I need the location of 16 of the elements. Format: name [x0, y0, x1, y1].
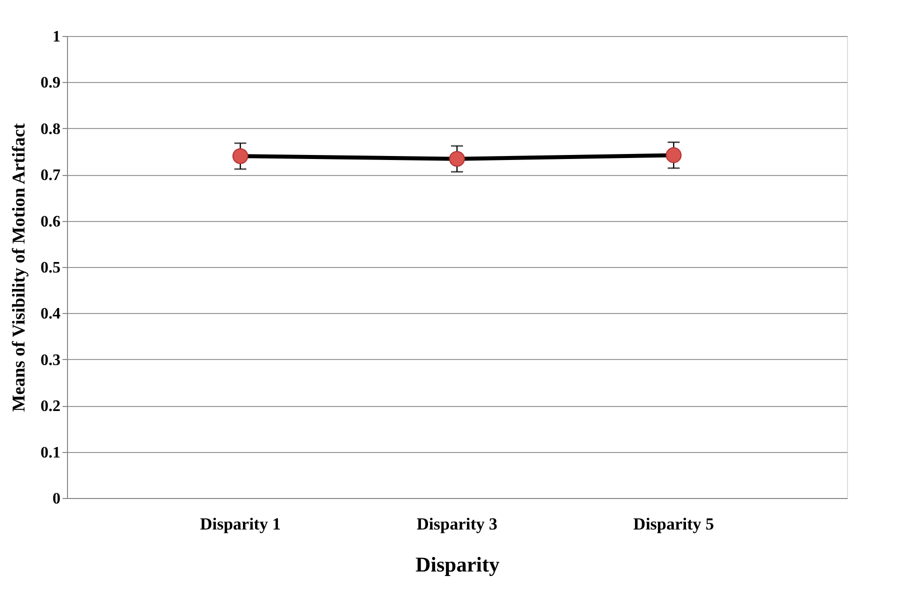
x-tick-label: Disparity 1 — [200, 514, 281, 534]
y-tick-label: 0.3 — [40, 352, 60, 369]
y-tick-label: 0.8 — [40, 120, 60, 138]
x-axis-title: Disparity — [416, 552, 500, 576]
y-tick-label: 0 — [52, 490, 60, 508]
y-tick-label: 1 — [52, 28, 60, 46]
y-tick-label: 0.1 — [40, 444, 60, 462]
y-tick-label: 0.4 — [40, 306, 60, 323]
x-tick-label: Disparity 3 — [416, 514, 498, 534]
y-tick-label: 0.7 — [40, 167, 60, 184]
y-tick-label: 0.6 — [40, 213, 60, 230]
y-tick-label: 0.9 — [40, 74, 60, 92]
x-tick-label: Disparity 5 — [633, 514, 714, 534]
y-axis-title: Means of Visibility of Motion Artifact — [8, 123, 28, 412]
y-tick-label: 0.2 — [40, 398, 60, 416]
y-tick-label: 0.5 — [40, 260, 60, 276]
